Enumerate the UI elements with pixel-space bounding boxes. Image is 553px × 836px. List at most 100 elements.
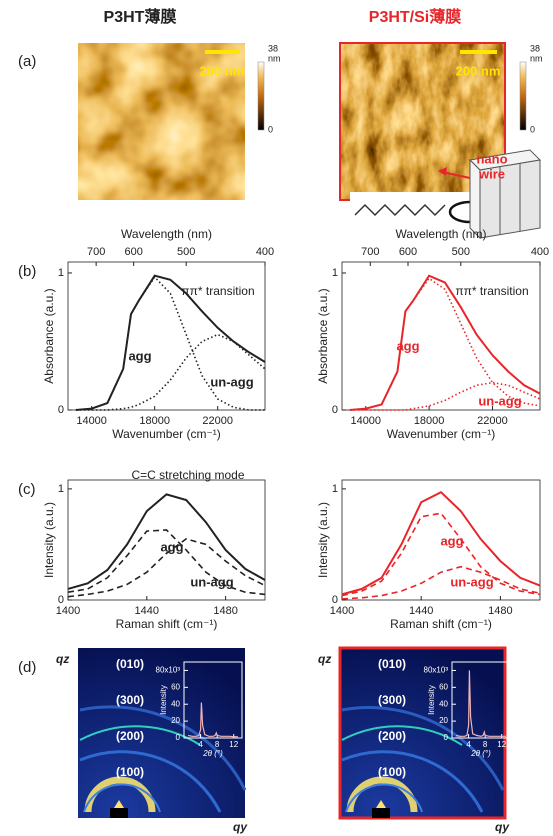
x-tick-label: 8 (483, 740, 488, 749)
x-tick-label: 4 (198, 740, 203, 749)
data-line (75, 333, 266, 411)
plot-frame (67, 479, 266, 601)
plot-frame (451, 661, 511, 739)
ring (79, 750, 222, 813)
annotation: un-agg (450, 574, 493, 589)
data-line (187, 702, 238, 738)
annotation: un-agg (210, 374, 253, 389)
y-tick-label: 80x10³ (156, 666, 181, 675)
x-tick-label: 14000 (76, 415, 107, 427)
data-line (455, 670, 506, 737)
beamstop (110, 808, 128, 818)
x2-tick-label: 600 (124, 246, 142, 258)
x-tick-label: 12 (229, 740, 238, 749)
peak-label: (100) (378, 765, 406, 779)
data-line (67, 529, 266, 596)
panel-label: (b) (18, 263, 36, 280)
x-tick-label: 1480 (213, 605, 237, 617)
peak-label: (200) (378, 729, 406, 743)
x2-tick-label: 500 (177, 246, 195, 258)
colorbar (257, 61, 265, 131)
data-line (75, 274, 266, 411)
peak-label: (010) (378, 657, 406, 671)
colorbar-label: 0 (530, 124, 535, 134)
x-tick-label: 12 (497, 740, 506, 749)
wire-bundle (468, 149, 542, 240)
x-tick-label: 1440 (135, 605, 159, 617)
x-axis-label: Wavenumber (cm⁻¹) (387, 427, 496, 441)
y-tick-label: 0 (176, 733, 181, 742)
x-tick-label: 8 (215, 740, 220, 749)
x-tick-label: 4 (466, 740, 471, 749)
arrowhead (438, 167, 447, 176)
giwaxs-image (78, 648, 247, 818)
colorbar-label: nm (268, 53, 281, 63)
y-tick-label: 60 (171, 682, 180, 691)
peak-label: (300) (378, 693, 406, 707)
annotation: agg (440, 533, 463, 548)
peak-label: (100) (116, 765, 144, 779)
axis-label: qy (495, 820, 510, 834)
y-tick-label: 80x10³ (424, 666, 449, 675)
y-tick-label: 0 (58, 404, 64, 416)
annotation: ππ* transition (455, 284, 528, 298)
annotation: un-agg (190, 574, 233, 589)
colorbar (519, 61, 527, 131)
x-axis-label: Raman shift (cm⁻¹) (390, 617, 492, 631)
y-axis-label: Absorbance (a.u.) (316, 288, 330, 383)
y-tick-label: 1 (58, 483, 64, 495)
colorbar-label: 38 (530, 43, 540, 53)
plot-frame (341, 261, 541, 411)
colorbar-label: nm (530, 53, 543, 63)
colorbar-label: 38 (268, 43, 278, 53)
scale-bar-label: 200 nm (200, 63, 245, 78)
x-tick-label: 1400 (56, 605, 80, 617)
annotation: agg (396, 338, 419, 353)
schematic-background (350, 192, 470, 240)
polymer-chain (354, 203, 446, 217)
panel-label: (d) (18, 659, 36, 676)
colorbar-label: 0 (268, 124, 273, 134)
plot-frame (67, 261, 266, 411)
peak-label: (300) (116, 693, 144, 707)
plot-frame (183, 661, 243, 739)
y-axis-label: Intensity (a.u.) (316, 502, 330, 578)
x-tick-label: 18000 (139, 415, 170, 427)
axis-label: qy (233, 820, 248, 834)
x2-tick-label: 400 (531, 246, 549, 258)
x-axis-label: Wavenumber (cm⁻¹) (112, 427, 221, 441)
y-tick-label: 0 (58, 594, 64, 606)
x-tick-label: 22000 (202, 415, 233, 427)
x2-axis-label: Wavelength (nm) (396, 227, 487, 241)
x-tick-label: 1400 (330, 605, 354, 617)
y-tick-label: 0 (332, 404, 338, 416)
column-header: P3HT/Si薄膜 (369, 7, 461, 26)
axis-label: qz (56, 652, 69, 666)
x2-tick-label: 500 (452, 246, 470, 258)
data-line (67, 493, 266, 590)
data-line (349, 381, 541, 411)
x2-axis-label: Wavelength (nm) (121, 227, 212, 241)
panel-label: (c) (18, 481, 36, 498)
y-tick-label: 1 (58, 267, 64, 279)
y-axis-label: Absorbance (a.u.) (42, 288, 56, 383)
y-tick-label: 1 (332, 483, 338, 495)
detector-image (78, 648, 245, 818)
beamstop (114, 800, 124, 808)
y-tick-label: 20 (439, 716, 448, 725)
x-axis-label: Raman shift (cm⁻¹) (116, 617, 218, 631)
data-line (341, 512, 541, 597)
data-line (341, 490, 541, 596)
y-axis-label: Intensity (427, 685, 436, 715)
y-axis-label: Intensity (a.u.) (42, 502, 56, 578)
y-tick-label: 60 (439, 682, 448, 691)
x-tick-label: 14000 (350, 415, 381, 427)
x-tick-label: 1440 (409, 605, 433, 617)
x-axis-label: 2θ (°) (470, 749, 491, 758)
giwaxs-labels: (010) (300) (200) (100) qz qy (010) (300) (200) (… (56, 652, 510, 834)
y-tick-label: 20 (171, 716, 180, 725)
x2-tick-label: 600 (399, 246, 417, 258)
plot-frame (341, 479, 541, 601)
